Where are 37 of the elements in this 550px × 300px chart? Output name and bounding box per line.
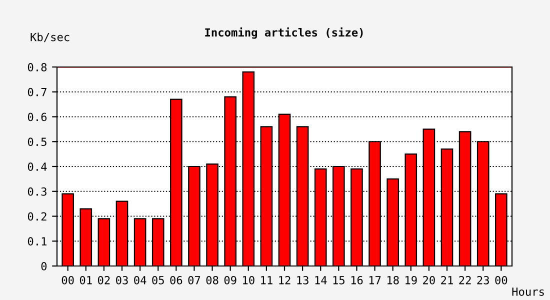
x-tick-label: 11	[261, 276, 272, 284]
y-tick-label: 0.2	[28, 212, 46, 221]
x-tick-label: 02	[98, 276, 110, 284]
x-tick-label: 15	[333, 276, 344, 284]
y-tick-label: 0.5	[28, 138, 46, 146]
x-tick-label: 04	[134, 276, 146, 284]
chart-title: Incoming articles (size)	[205, 27, 363, 39]
x-tick-label: 03	[116, 276, 128, 284]
x-tick-label: 22	[459, 276, 471, 284]
x-tick-label: 06	[170, 276, 182, 284]
x-tick-label: 13	[297, 276, 308, 284]
y-tick-label: 0.8	[28, 63, 47, 72]
x-tick-label: 00	[495, 276, 508, 284]
y-tick-label: 0.6	[28, 112, 47, 122]
x-tick-label: 14	[315, 276, 327, 284]
x-tick-label: 16	[351, 276, 363, 284]
x-tick-label: 00	[62, 276, 74, 284]
y-tick-label: 0.7	[28, 88, 46, 96]
x-tick-label: 01	[80, 276, 92, 284]
x-axis-title: Hours	[512, 288, 544, 296]
y-tick-label: 0.4	[28, 162, 47, 171]
y-tick-label: 0	[41, 262, 47, 270]
y-tick-label: 0.1	[28, 237, 47, 246]
x-tick-label: 08	[206, 276, 218, 284]
x-tick-label: 17	[369, 276, 381, 284]
x-tick-label: 07	[188, 276, 200, 284]
x-tick-label: 23	[477, 276, 489, 284]
x-tick-label: 09	[224, 276, 236, 284]
x-tick-label: 12	[279, 276, 290, 284]
y-axis-title: Kb/sec	[30, 32, 70, 42]
x-tick-label: 20	[423, 276, 435, 284]
x-tick-label: 21	[441, 276, 453, 284]
x-tick-label: 05	[152, 276, 164, 284]
x-tick-label: 10	[243, 276, 254, 284]
x-tick-label: 19	[406, 276, 417, 284]
x-tick-label: 18	[387, 276, 399, 284]
y-tick-label: 0.3	[28, 187, 46, 196]
